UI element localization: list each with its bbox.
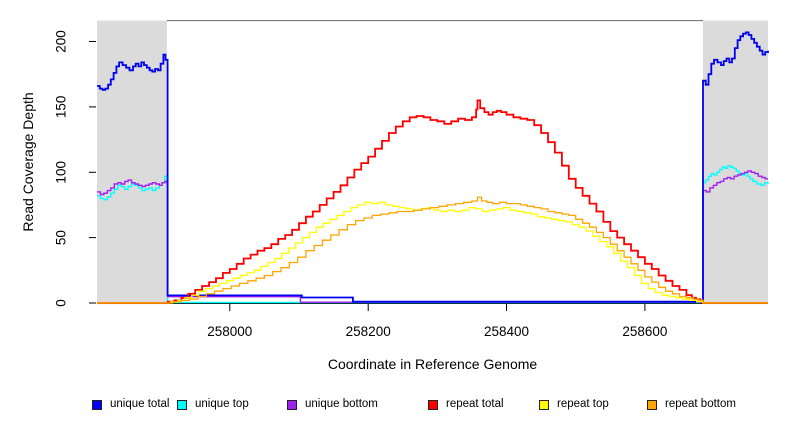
y-tick-label: 100 (54, 161, 69, 184)
series-repeat-bottom (97, 196, 768, 304)
x-tick-label: 258200 (346, 324, 391, 339)
x-axis-title: Coordinate in Reference Genome (327, 356, 538, 372)
y-axis-title: Read Coverage Depth (20, 92, 36, 232)
x-tick-label: 258400 (484, 324, 529, 339)
masked-region-shade (97, 20, 167, 305)
masked-region-shade (703, 20, 768, 305)
y-tick-label: 50 (54, 230, 69, 245)
series-unique-top (97, 165, 769, 304)
series-repeat-total (97, 99, 768, 304)
series-unique-total (97, 31, 769, 303)
y-tick-label: 0 (54, 299, 69, 307)
y-tick-label: 200 (54, 30, 69, 53)
series-unique-bottom (97, 170, 768, 303)
y-tick-label: 150 (54, 96, 69, 119)
series-repeat-top (97, 201, 768, 304)
x-tick-label: 258600 (622, 324, 667, 339)
x-tick-label: 258000 (207, 324, 252, 339)
